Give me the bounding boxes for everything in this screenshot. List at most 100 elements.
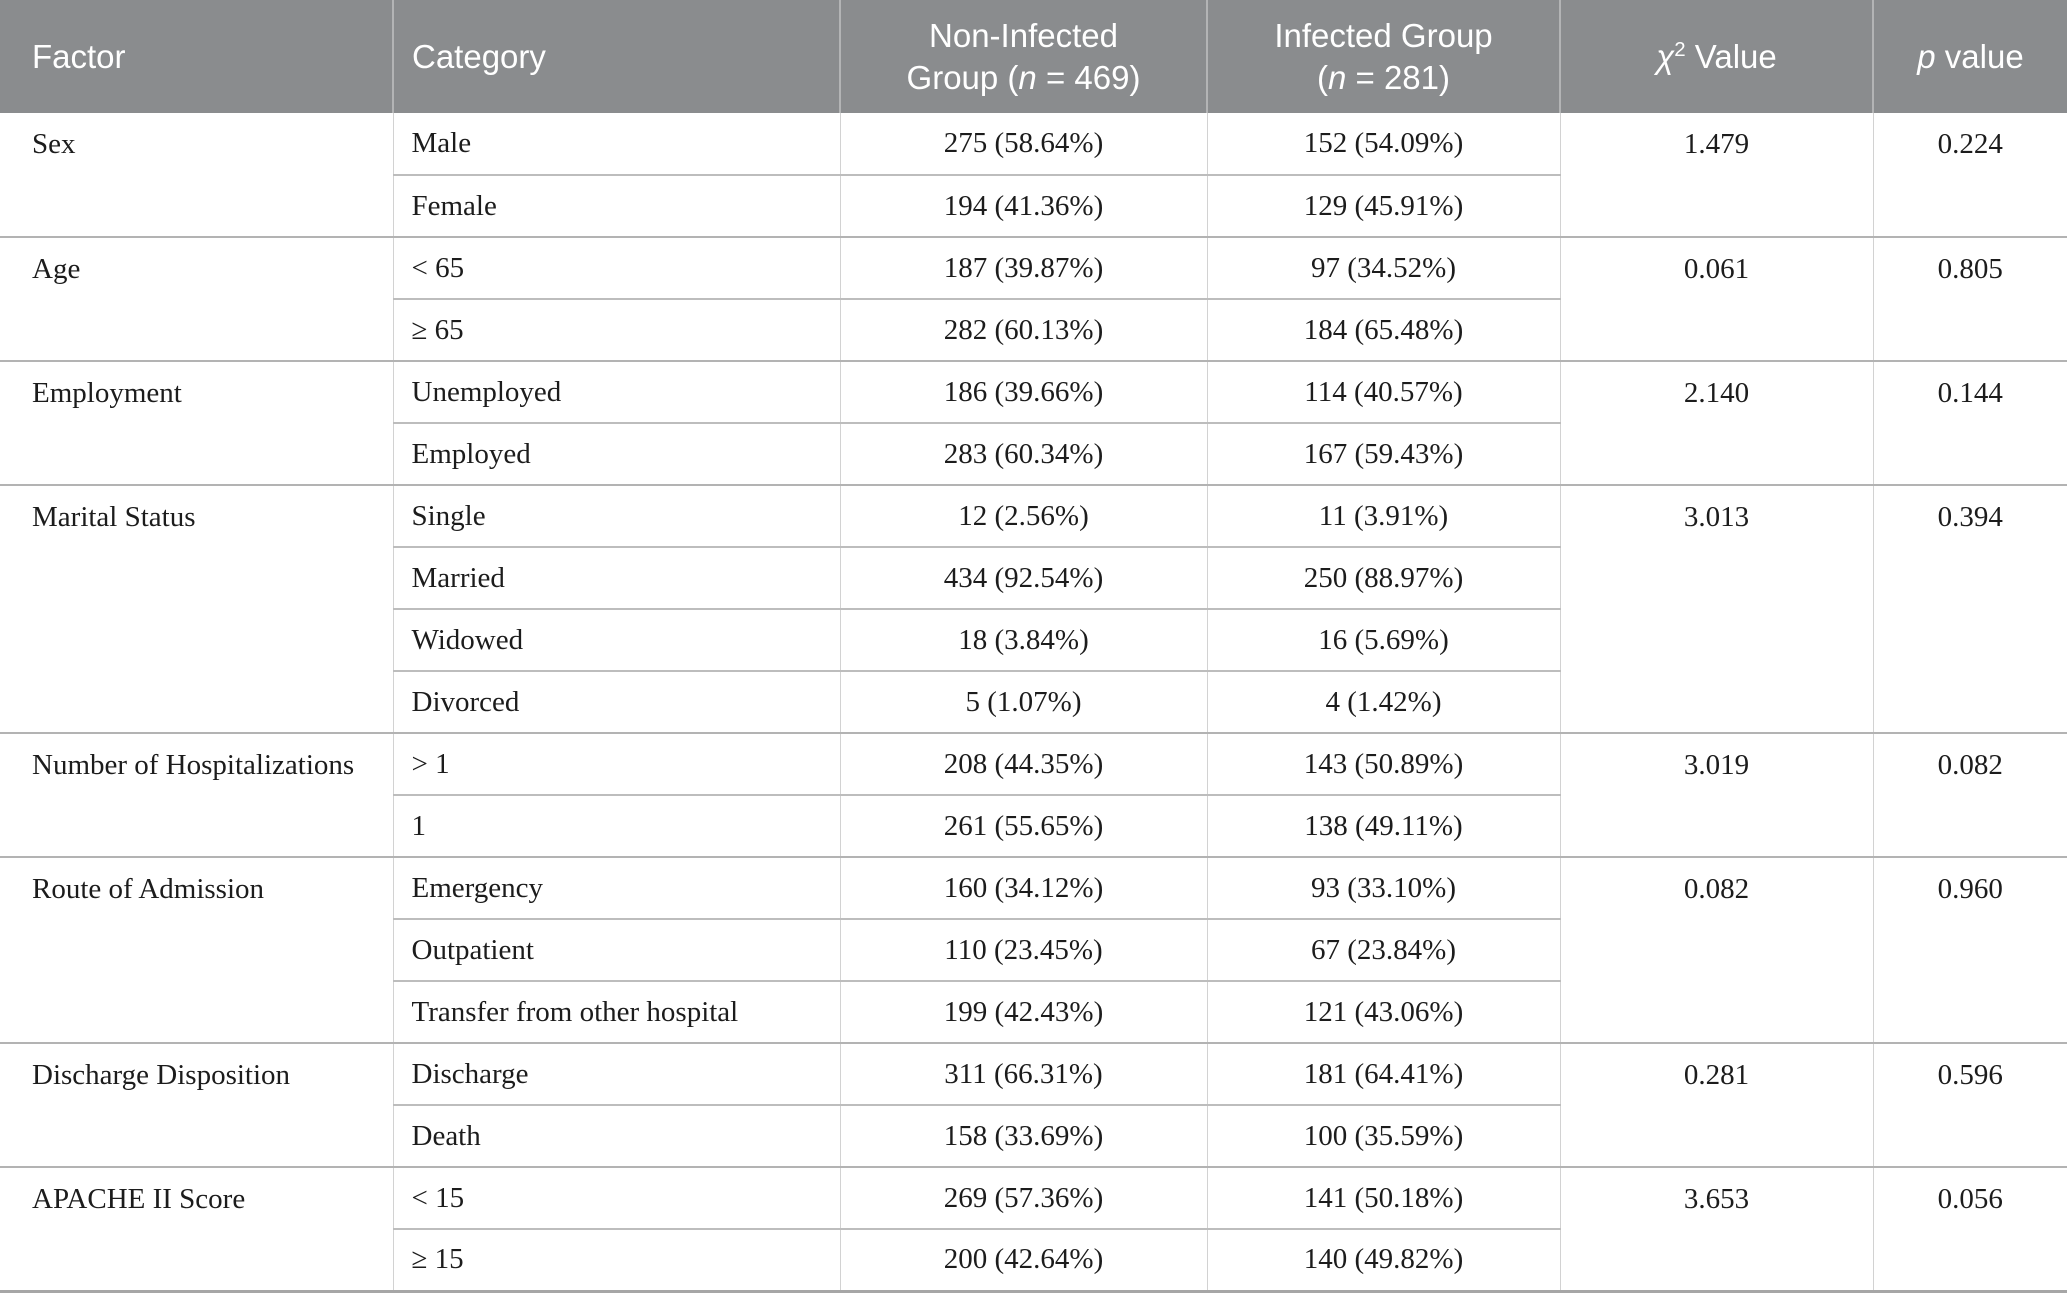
non-infected-cell: 283 (60.34%) bbox=[840, 422, 1208, 485]
category-cell: Widowed bbox=[393, 608, 841, 671]
col-header-chi-square-value: χ2 Value bbox=[1560, 0, 1874, 113]
p-value-cell: 0.805 bbox=[1873, 236, 2067, 361]
non-infected-cell: 311 (66.31%) bbox=[840, 1042, 1208, 1105]
col-header-non-infected-group: Non-Infected Group (n = 469) bbox=[840, 0, 1208, 113]
p-value-cell: 0.394 bbox=[1873, 484, 2067, 733]
non-infected-cell: 194 (41.36%) bbox=[840, 174, 1208, 237]
p-value-cell: 0.596 bbox=[1873, 1042, 2067, 1167]
infected-cell: 93 (33.10%) bbox=[1207, 856, 1561, 919]
table-row: Age < 65 187 (39.87%) 97 (34.52%) 0.061 … bbox=[0, 236, 2067, 361]
infected-cell: 250 (88.97%) bbox=[1207, 546, 1561, 609]
non-infected-cell: 160 (34.12%) bbox=[840, 856, 1208, 919]
infected-cell: 67 (23.84%) bbox=[1207, 918, 1561, 981]
header-line: = 281) bbox=[1346, 58, 1451, 96]
header-line: Group ( bbox=[906, 58, 1019, 96]
chi-value-cell: 2.140 bbox=[1560, 360, 1874, 485]
non-infected-cell: 434 (92.54%) bbox=[840, 546, 1208, 609]
category-cell: Single bbox=[393, 484, 841, 547]
table-row: Transfer from other hospital 199 (42.43%… bbox=[0, 980, 2067, 1043]
chi-value-cell: 1.479 bbox=[1560, 113, 1874, 237]
factor-cell: Discharge Disposition bbox=[0, 1042, 394, 1167]
p-value-cell: 0.056 bbox=[1873, 1166, 2067, 1291]
factor-cell: Sex bbox=[0, 113, 394, 237]
table-row: Marital Status Single 12 (2.56%) 11 (3.9… bbox=[0, 484, 2067, 733]
non-infected-cell: 269 (57.36%) bbox=[840, 1166, 1208, 1229]
table-row: Divorced 5 (1.07%) 4 (1.42%) bbox=[0, 670, 2067, 733]
factor-cell: Marital Status bbox=[0, 484, 394, 733]
chi-value-cell: 3.019 bbox=[1560, 732, 1874, 857]
chi-value-cell: 3.653 bbox=[1560, 1166, 1874, 1291]
non-infected-cell: 186 (39.66%) bbox=[840, 360, 1208, 423]
infected-cell: 143 (50.89%) bbox=[1207, 732, 1561, 795]
category-cell: ≥ 65 bbox=[393, 298, 841, 361]
infected-cell: 167 (59.43%) bbox=[1207, 422, 1561, 485]
non-infected-cell: 187 (39.87%) bbox=[840, 236, 1208, 299]
table-row: Widowed 18 (3.84%) 16 (5.69%) bbox=[0, 608, 2067, 671]
table-row: Discharge Disposition Discharge 311 (66.… bbox=[0, 1042, 2067, 1167]
category-cell: 1 bbox=[393, 794, 841, 857]
table-row: ≥ 15 200 (42.64%) 140 (49.82%) bbox=[0, 1228, 2067, 1291]
table-row: ≥ 65 282 (60.13%) 184 (65.48%) bbox=[0, 298, 2067, 361]
category-cell: < 15 bbox=[393, 1166, 841, 1229]
infected-cell: 140 (49.82%) bbox=[1207, 1228, 1561, 1291]
header-line: ( bbox=[1316, 58, 1328, 96]
infected-cell: 11 (3.91%) bbox=[1207, 484, 1561, 547]
table-row: Number of Hospitalizations > 1 208 (44.3… bbox=[0, 732, 2067, 857]
table-row: Death 158 (33.69%) 100 (35.59%) bbox=[0, 1104, 2067, 1167]
header-line: Non-Infected bbox=[929, 17, 1118, 55]
header-line: = 469) bbox=[1036, 58, 1141, 96]
category-cell: Unemployed bbox=[393, 360, 841, 423]
table-row: Outpatient 110 (23.45%) 67 (23.84%) bbox=[0, 918, 2067, 981]
category-cell: Death bbox=[393, 1104, 841, 1167]
p-value-cell: 0.224 bbox=[1873, 113, 2067, 237]
infected-cell: 16 (5.69%) bbox=[1207, 608, 1561, 671]
non-infected-cell: 208 (44.35%) bbox=[840, 732, 1208, 795]
header-line: value bbox=[1935, 37, 2024, 75]
header-line: Infected Group bbox=[1274, 17, 1493, 55]
category-cell: Outpatient bbox=[393, 918, 841, 981]
p-value-cell: 0.144 bbox=[1873, 360, 2067, 485]
header-line: Value bbox=[1685, 37, 1777, 75]
category-cell: Female bbox=[393, 174, 841, 237]
col-header-infected-group: Infected Group (n = 281) bbox=[1207, 0, 1561, 113]
p-value-cell: 0.960 bbox=[1873, 856, 2067, 1043]
p-symbol: p bbox=[1917, 37, 1936, 75]
chi-value-cell: 0.281 bbox=[1560, 1042, 1874, 1167]
col-header-category: Category bbox=[393, 0, 841, 113]
italic-n: n bbox=[1327, 58, 1347, 96]
table-row: Female 194 (41.36%) 129 (45.91%) bbox=[0, 174, 2067, 237]
non-infected-cell: 18 (3.84%) bbox=[840, 608, 1208, 671]
category-cell: Transfer from other hospital bbox=[393, 980, 841, 1043]
category-cell: > 1 bbox=[393, 732, 841, 795]
category-cell: Divorced bbox=[393, 670, 841, 733]
table-row: 1 261 (55.65%) 138 (49.11%) bbox=[0, 794, 2067, 857]
non-infected-cell: 199 (42.43%) bbox=[840, 980, 1208, 1043]
infected-cell: 181 (64.41%) bbox=[1207, 1042, 1561, 1105]
infected-cell: 129 (45.91%) bbox=[1207, 174, 1561, 237]
chi-value-cell: 0.061 bbox=[1560, 236, 1874, 361]
table-row: APACHE II Score < 15 269 (57.36%) 141 (5… bbox=[0, 1166, 2067, 1291]
chi-superscript: 2 bbox=[1674, 37, 1686, 61]
table-row: Sex Male 275 (58.64%) 152 (54.09%) 1.479… bbox=[0, 113, 2067, 237]
table-row: Route of Admission Emergency 160 (34.12%… bbox=[0, 856, 2067, 1043]
non-infected-cell: 275 (58.64%) bbox=[840, 113, 1208, 175]
category-cell: Male bbox=[393, 113, 841, 175]
table-row: Employed 283 (60.34%) 167 (59.43%) bbox=[0, 422, 2067, 485]
infected-cell: 141 (50.18%) bbox=[1207, 1166, 1561, 1229]
col-header-p-value: p value bbox=[1873, 0, 2067, 113]
factor-cell: Route of Admission bbox=[0, 856, 394, 1043]
infected-cell: 100 (35.59%) bbox=[1207, 1104, 1561, 1167]
non-infected-cell: 158 (33.69%) bbox=[840, 1104, 1208, 1167]
infected-cell: 114 (40.57%) bbox=[1207, 360, 1561, 423]
category-cell: Discharge bbox=[393, 1042, 841, 1105]
italic-n: n bbox=[1018, 58, 1037, 96]
non-infected-cell: 200 (42.64%) bbox=[840, 1228, 1208, 1291]
non-infected-cell: 282 (60.13%) bbox=[840, 298, 1208, 361]
non-infected-cell: 110 (23.45%) bbox=[840, 918, 1208, 981]
chi-symbol: χ bbox=[1656, 37, 1675, 75]
factor-cell: APACHE II Score bbox=[0, 1166, 394, 1291]
table-row: Married 434 (92.54%) 250 (88.97%) bbox=[0, 546, 2067, 609]
infected-cell: 97 (34.52%) bbox=[1207, 236, 1561, 299]
